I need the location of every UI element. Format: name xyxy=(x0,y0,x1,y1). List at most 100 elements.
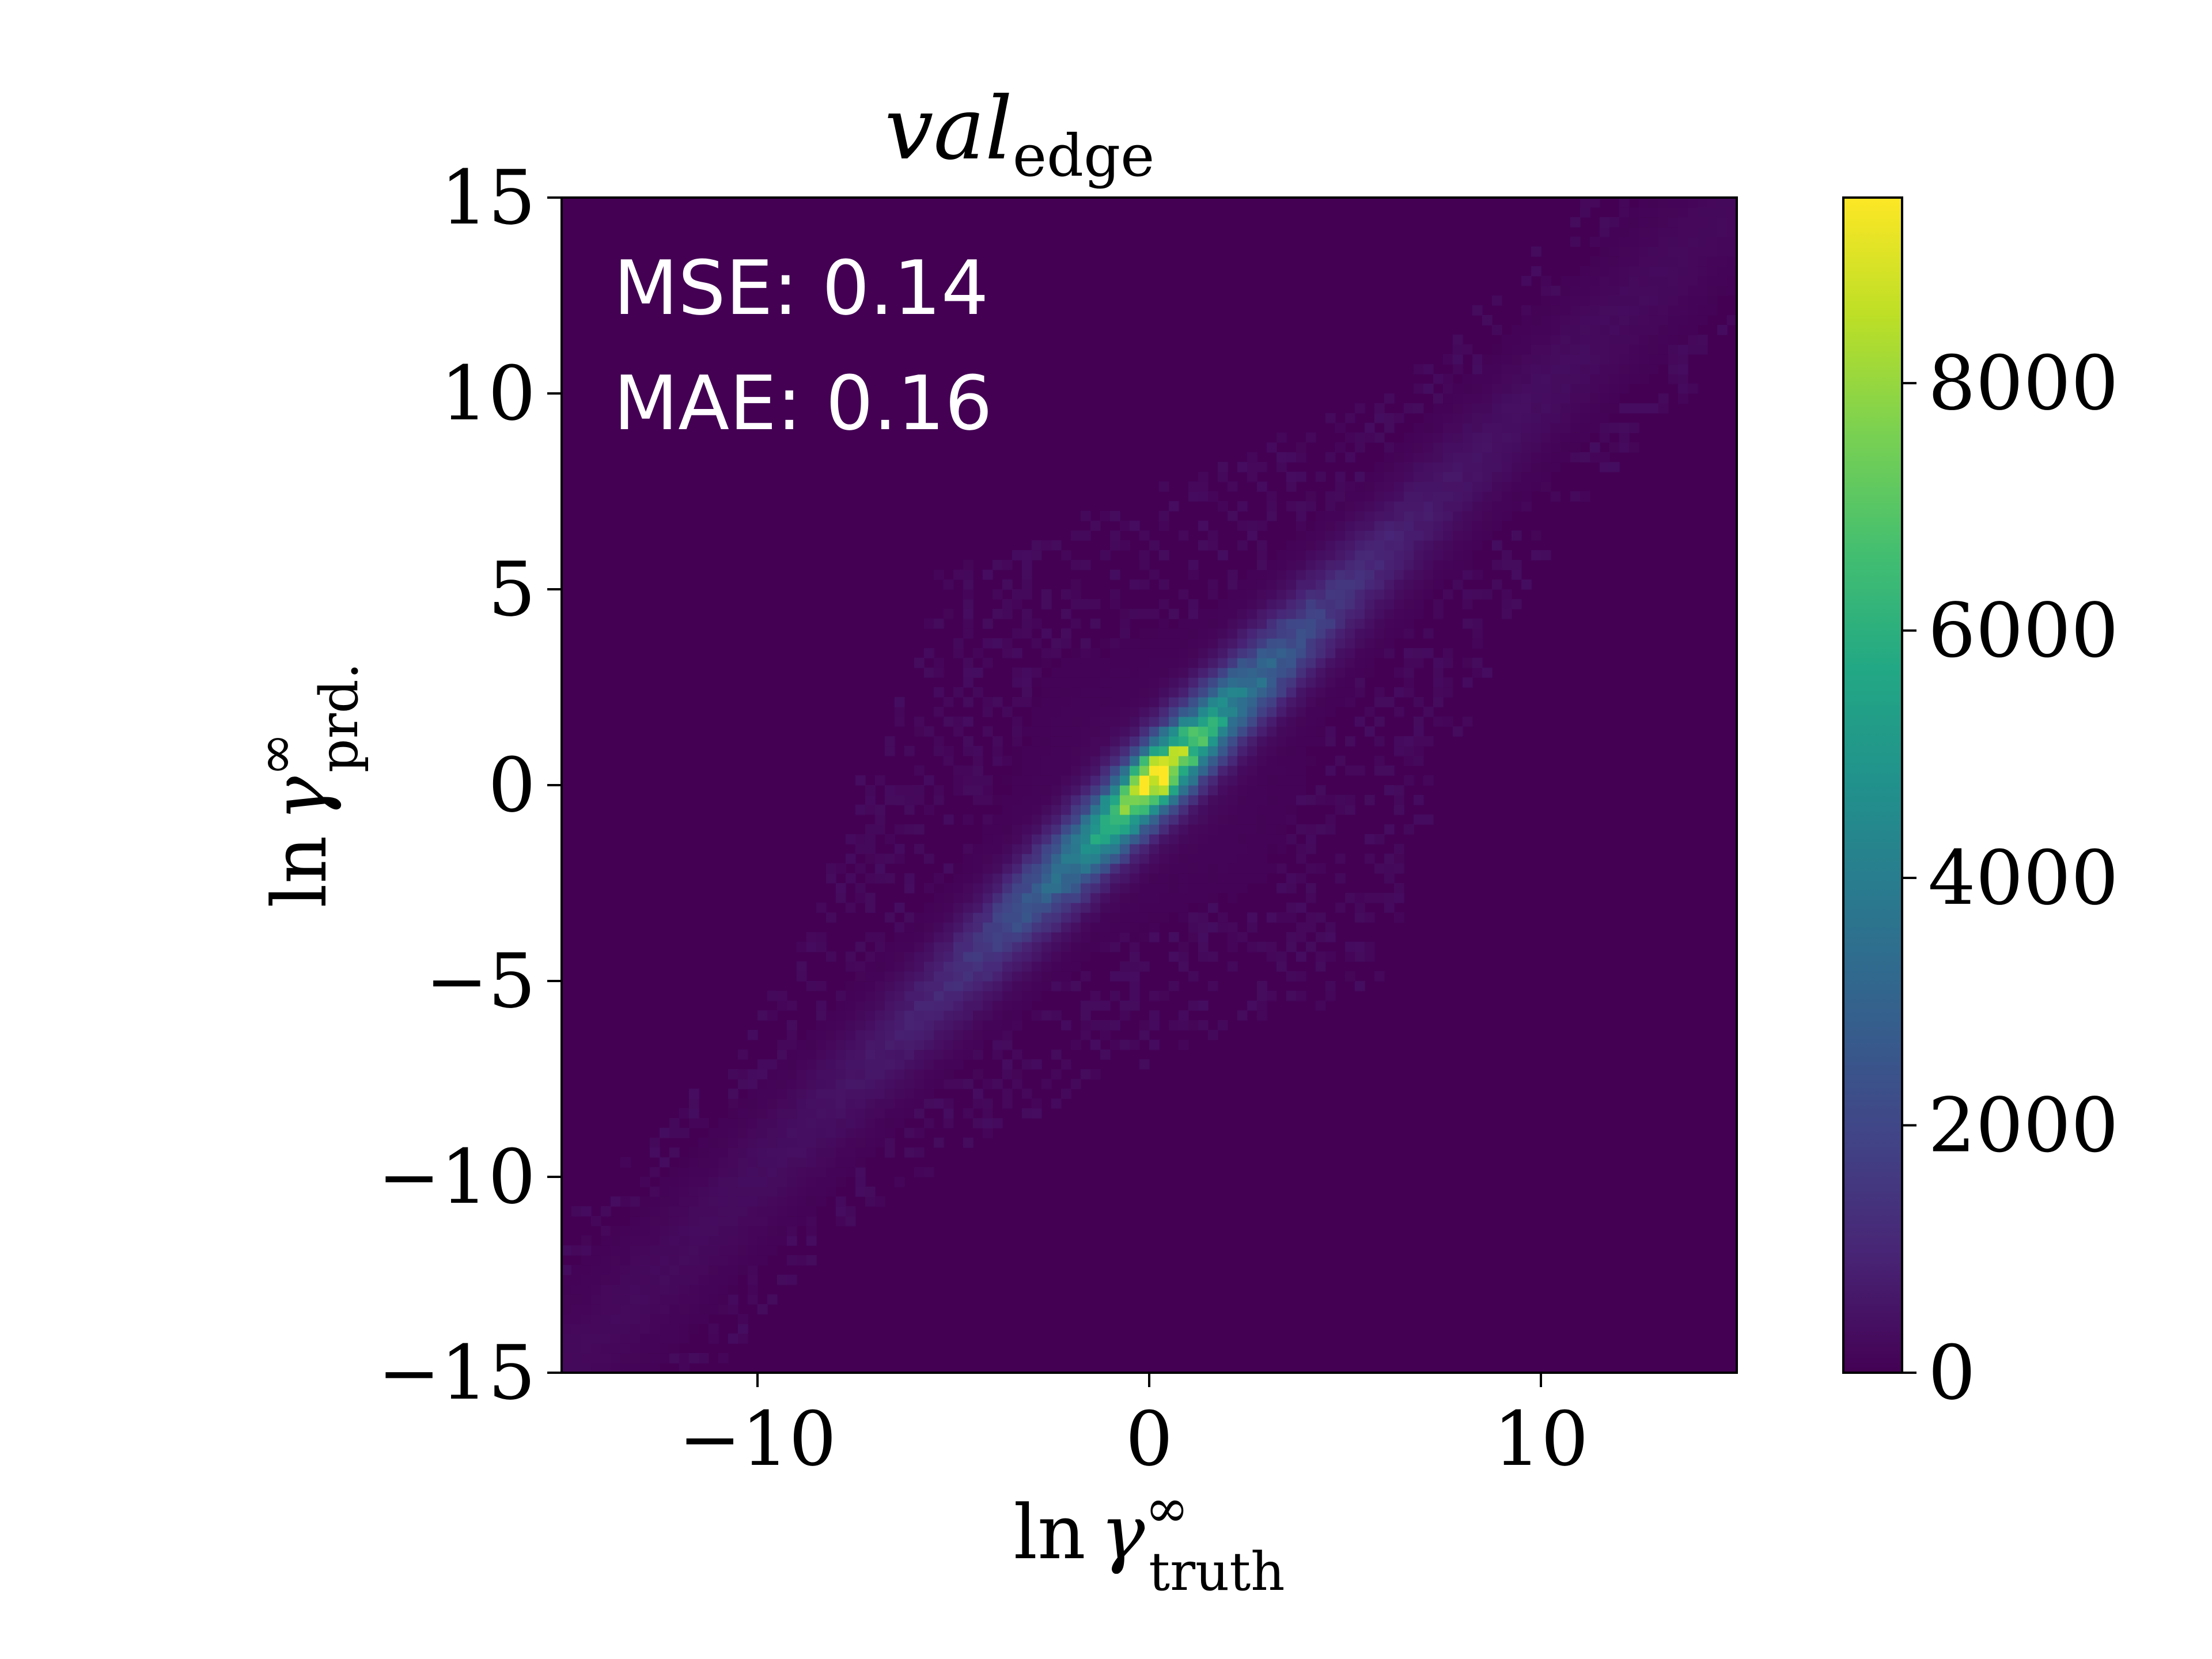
heatmap-cell xyxy=(650,1255,660,1266)
heatmap-cell xyxy=(1267,815,1277,825)
heatmap-cell xyxy=(1012,756,1022,766)
heatmap-cell xyxy=(944,922,954,933)
heatmap-cell xyxy=(973,687,983,698)
heatmap-cell xyxy=(1560,384,1571,394)
heatmap-cell xyxy=(1560,403,1571,414)
heatmap-cell xyxy=(1433,521,1444,531)
heatmap-cell xyxy=(1453,354,1463,365)
heatmap-cell xyxy=(728,1147,738,1158)
heatmap-cell xyxy=(1335,687,1346,698)
heatmap-cell xyxy=(1247,736,1257,747)
heatmap-cell xyxy=(1394,707,1404,717)
heatmap-cell xyxy=(757,1236,768,1246)
heatmap-cell xyxy=(738,1138,748,1148)
heatmap-cell xyxy=(1414,589,1424,600)
heatmap-cell xyxy=(1012,961,1022,972)
heatmap-cell xyxy=(797,1216,807,1226)
heatmap-cell xyxy=(885,1079,895,1089)
heatmap-cell xyxy=(1110,677,1120,688)
heatmap-cell xyxy=(973,932,983,942)
heatmap-cell xyxy=(1032,834,1042,844)
heatmap-cell xyxy=(571,1343,582,1354)
heatmap-cell xyxy=(1149,903,1160,913)
heatmap-cell xyxy=(1041,599,1052,609)
heatmap-cell xyxy=(1022,942,1032,952)
heatmap-cell xyxy=(816,1069,827,1080)
heatmap-cell xyxy=(1365,854,1375,864)
heatmap-cell xyxy=(1169,805,1179,815)
heatmap-cell xyxy=(1149,893,1160,903)
heatmap-cell xyxy=(1384,550,1395,560)
heatmap-cell xyxy=(728,1265,738,1275)
heatmap-cell xyxy=(1169,628,1179,639)
heatmap-cell xyxy=(1541,276,1551,286)
heatmap-cell xyxy=(1100,638,1111,649)
heatmap-cell xyxy=(934,619,944,629)
heatmap-cell xyxy=(1081,638,1091,649)
heatmap-cell xyxy=(1707,198,1718,208)
heatmap-cell xyxy=(1600,374,1610,384)
heatmap-cell xyxy=(1345,736,1355,747)
heatmap-cell xyxy=(1179,883,1189,893)
heatmap-cell xyxy=(1237,609,1248,619)
heatmap-cell xyxy=(1051,805,1062,815)
heatmap-cell xyxy=(1228,795,1238,805)
heatmap-cell xyxy=(1541,550,1551,560)
heatmap-cell xyxy=(885,1020,895,1031)
heatmap-cell xyxy=(1502,560,1512,570)
heatmap-cell xyxy=(895,932,905,942)
heatmap-cell xyxy=(1600,256,1610,267)
heatmap-cell xyxy=(1453,433,1463,443)
heatmap-cell xyxy=(1228,736,1238,747)
heatmap-cell xyxy=(865,961,876,972)
heatmap-cell xyxy=(1345,482,1355,492)
heatmap-cell xyxy=(1169,863,1179,874)
heatmap-cell xyxy=(1218,707,1228,717)
heatmap-cell xyxy=(1306,668,1316,678)
heatmap-cell xyxy=(1414,648,1424,658)
heatmap-cell xyxy=(1110,893,1120,903)
heatmap-cell xyxy=(1061,766,1071,776)
heatmap-cell xyxy=(1443,384,1453,394)
heatmap-cell xyxy=(1492,501,1502,512)
heatmap-cell xyxy=(1306,726,1316,737)
heatmap-cell xyxy=(1090,834,1101,844)
heatmap-cell xyxy=(1110,775,1120,786)
heatmap-cell xyxy=(1335,550,1346,560)
heatmap-cell xyxy=(1355,677,1365,688)
heatmap-cell xyxy=(1325,491,1336,502)
heatmap-cell xyxy=(1130,521,1140,531)
heatmap-cell xyxy=(571,1334,582,1344)
heatmap-cell xyxy=(826,1187,836,1197)
heatmap-cell xyxy=(1218,638,1228,649)
heatmap-cell xyxy=(993,824,1003,835)
heatmap-cell xyxy=(1179,707,1189,717)
heatmap-cell xyxy=(1453,423,1463,433)
heatmap-cell xyxy=(1463,658,1473,668)
heatmap-cell xyxy=(1580,384,1590,394)
heatmap-cell xyxy=(1668,296,1679,306)
heatmap-cell xyxy=(1110,1040,1120,1050)
heatmap-cell xyxy=(875,1030,885,1040)
heatmap-cell xyxy=(1570,237,1581,247)
heatmap-cell xyxy=(846,834,856,844)
heatmap-cells xyxy=(562,198,1737,1373)
heatmap-cell xyxy=(1120,795,1130,805)
heatmap-cell xyxy=(1218,628,1228,639)
heatmap-cell xyxy=(777,1226,787,1236)
heatmap-cell xyxy=(963,893,974,903)
heatmap-cell xyxy=(1394,619,1404,629)
heatmap-cell xyxy=(1590,374,1600,384)
heatmap-cell xyxy=(1139,922,1150,933)
heatmap-cell xyxy=(1609,286,1620,296)
heatmap-cell xyxy=(993,736,1003,747)
x-axis-label: ln γ∞ truth xyxy=(1013,1478,1285,1603)
heatmap-cell xyxy=(1394,531,1404,541)
heatmap-cell xyxy=(1110,766,1120,776)
heatmap-cell xyxy=(1081,1069,1091,1080)
heatmap-cell xyxy=(1022,815,1032,825)
heatmap-cell xyxy=(855,1157,866,1168)
heatmap-cell xyxy=(591,1334,601,1344)
heatmap-cell xyxy=(1717,217,1728,228)
heatmap-cell xyxy=(1041,717,1052,727)
